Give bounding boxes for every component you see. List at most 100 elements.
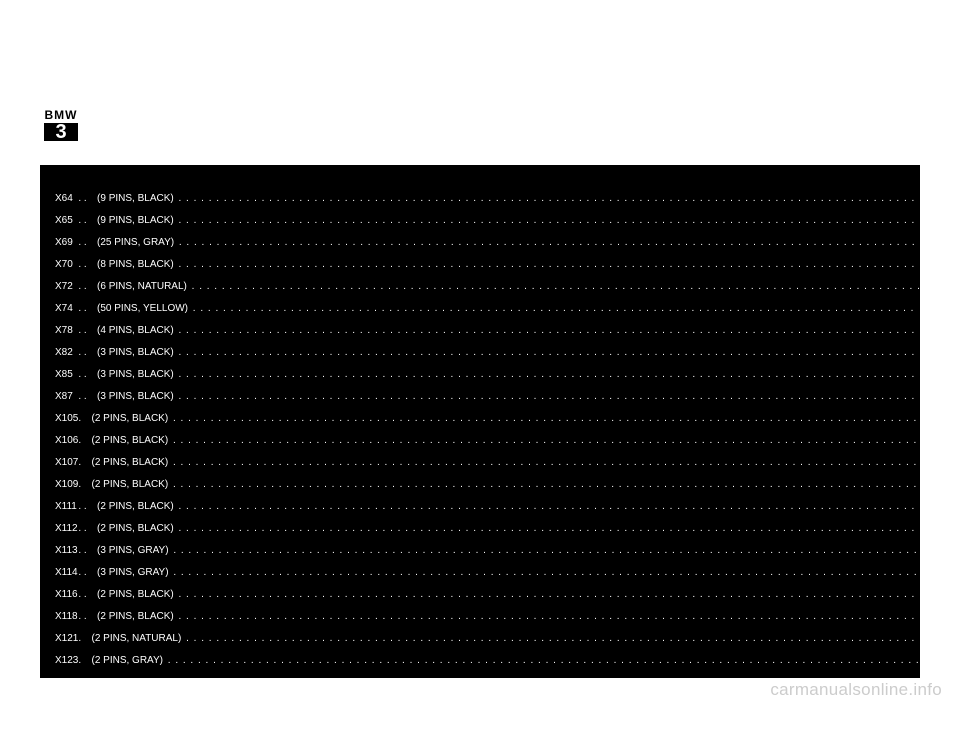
sep-dots: . . — [78, 369, 97, 380]
sep-dots: . . — [78, 281, 97, 292]
table-row: X82. . (3 PINS, BLACK) . . . . . . . . .… — [55, 336, 920, 358]
sep-dots: . — [78, 435, 91, 446]
cell-connector-id: X70 — [55, 248, 78, 270]
cell-connector-spec: . . (3 PINS, BLACK) . . . . . . . . . . … — [78, 358, 920, 380]
sep-dots: . . — [78, 589, 97, 600]
cell-connector-id: X65 — [55, 204, 78, 226]
cell-connector-id: X82 — [55, 336, 78, 358]
spec-text: (3 PINS, GRAY) — [97, 567, 173, 578]
table-row: X121. (2 PINS, NATURAL) . . . . . . . . … — [55, 622, 920, 644]
sep-dots: . . — [78, 237, 97, 248]
sep-dots: . . — [78, 501, 97, 512]
leader-dots: . . . . . . . . . . . . . . . . . . . . … — [179, 325, 921, 336]
spec-text: (3 PINS, BLACK) — [97, 347, 178, 358]
cell-connector-id: X112 — [55, 512, 78, 534]
spec-text: (2 PINS, BLACK) — [97, 611, 178, 622]
cell-connector-id: X85 — [55, 358, 78, 380]
connector-table-body: X64. . (9 PINS, BLACK) . . . . . . . . .… — [55, 182, 920, 666]
logo-text-top: BMW — [44, 108, 78, 122]
table-row: X105. (2 PINS, BLACK) . . . . . . . . . … — [55, 402, 920, 424]
cell-connector-id: X69 — [55, 226, 78, 248]
sep-dots: . . — [78, 545, 97, 556]
cell-connector-id: X74 — [55, 292, 78, 314]
cell-connector-spec: . (2 PINS, BLACK) . . . . . . . . . . . … — [78, 446, 920, 468]
sep-dots: . . — [78, 193, 97, 204]
connector-table: X64. . (9 PINS, BLACK) . . . . . . . . .… — [55, 182, 920, 666]
spec-text: (4 PINS, BLACK) — [97, 325, 178, 336]
spec-text: (9 PINS, BLACK) — [97, 215, 178, 226]
cell-connector-spec: . . (2 PINS, BLACK) . . . . . . . . . . … — [78, 490, 920, 512]
cell-connector-spec: . . (50 PINS, YELLOW) . . . . . . . . . … — [78, 292, 920, 314]
spec-text: (2 PINS, BLACK) — [91, 479, 172, 490]
table-row: X85. . (3 PINS, BLACK) . . . . . . . . .… — [55, 358, 920, 380]
cell-connector-id: X116 — [55, 578, 78, 600]
table-row: X65. . (9 PINS, BLACK) . . . . . . . . .… — [55, 204, 920, 226]
leader-dots: . . . . . . . . . . . . . . . . . . . . … — [179, 193, 921, 204]
cell-connector-spec: . . (2 PINS, BLACK) . . . . . . . . . . … — [78, 600, 920, 622]
table-row: X87. . (3 PINS, BLACK) . . . . . . . . .… — [55, 380, 920, 402]
page: BMW 3 X64. . (9 PINS, BLACK) . . . . . .… — [0, 0, 960, 742]
cell-connector-id: X118 — [55, 600, 78, 622]
cell-connector-spec: . (2 PINS, BLACK) . . . . . . . . . . . … — [78, 402, 920, 424]
leader-dots: . . . . . . . . . . . . . . . . . . . . … — [179, 347, 921, 358]
cell-connector-spec: . . (2 PINS, BLACK) . . . . . . . . . . … — [78, 512, 920, 534]
cell-connector-spec: . . (3 PINS, GRAY) . . . . . . . . . . .… — [78, 556, 920, 578]
table-row: X113. . (3 PINS, GRAY) . . . . . . . . .… — [55, 534, 920, 556]
cell-connector-id: X113 — [55, 534, 78, 556]
cell-connector-id: X78 — [55, 314, 78, 336]
leader-dots: . . . . . . . . . . . . . . . . . . . . … — [179, 589, 921, 600]
cell-connector-id: X105 — [55, 402, 78, 424]
sep-dots: . . — [78, 325, 97, 336]
table-row: X118. . (2 PINS, BLACK) . . . . . . . . … — [55, 600, 920, 622]
table-row: X78. . (4 PINS, BLACK) . . . . . . . . .… — [55, 314, 920, 336]
bmw-logo: BMW 3 — [44, 108, 78, 141]
sep-dots: . . — [78, 303, 97, 314]
sep-dots: . . — [78, 215, 97, 226]
cell-connector-id: X72 — [55, 270, 78, 292]
cell-connector-spec: . . (3 PINS, GRAY) . . . . . . . . . . .… — [78, 534, 920, 556]
leader-dots: . . . . . . . . . . . . . . . . . . . . … — [179, 215, 921, 226]
leader-dots: . . . . . . . . . . . . . . . . . . . . … — [173, 567, 920, 578]
leader-dots: . . . . . . . . . . . . . . . . . . . . … — [186, 633, 920, 644]
table-row: X109. (2 PINS, BLACK) . . . . . . . . . … — [55, 468, 920, 490]
cell-connector-spec: . (2 PINS, BLACK) . . . . . . . . . . . … — [78, 468, 920, 490]
leader-dots: . . . . . . . . . . . . . . . . . . . . … — [192, 281, 920, 292]
spec-text: (2 PINS, NATURAL) — [91, 633, 186, 644]
table-row: X106. (2 PINS, BLACK) . . . . . . . . . … — [55, 424, 920, 446]
spec-text: (3 PINS, GRAY) — [97, 545, 173, 556]
spec-text: (50 PINS, YELLOW) — [97, 303, 193, 314]
content-box: X64. . (9 PINS, BLACK) . . . . . . . . .… — [40, 165, 920, 678]
cell-connector-id: X64 — [55, 182, 78, 204]
sep-dots: . . — [78, 523, 97, 534]
table-row: X116. . (2 PINS, BLACK) . . . . . . . . … — [55, 578, 920, 600]
cell-connector-spec: . . (3 PINS, BLACK) . . . . . . . . . . … — [78, 380, 920, 402]
sep-dots: . — [78, 633, 91, 644]
logo-text-bottom: 3 — [44, 123, 78, 141]
spec-text: (2 PINS, BLACK) — [97, 589, 178, 600]
cell-connector-id: X114 — [55, 556, 78, 578]
table-row: X72. . (6 PINS, NATURAL) . . . . . . . .… — [55, 270, 920, 292]
leader-dots: . . . . . . . . . . . . . . . . . . . . … — [179, 237, 920, 248]
spec-text: (3 PINS, BLACK) — [97, 369, 178, 380]
cell-connector-spec: . . (3 PINS, BLACK) . . . . . . . . . . … — [78, 336, 920, 358]
sep-dots: . . — [78, 567, 97, 578]
table-row: X114. . (3 PINS, GRAY) . . . . . . . . .… — [55, 556, 920, 578]
cell-connector-spec: . . (9 PINS, BLACK) . . . . . . . . . . … — [78, 204, 920, 226]
sep-dots: . — [78, 457, 91, 468]
leader-dots: . . . . . . . . . . . . . . . . . . . . … — [173, 545, 920, 556]
cell-connector-id: X109 — [55, 468, 78, 490]
leader-dots: . . . . . . . . . . . . . . . . . . . . … — [173, 413, 920, 424]
leader-dots: . . . . . . . . . . . . . . . . . . . . … — [179, 369, 921, 380]
sep-dots: . . — [78, 391, 97, 402]
spec-text: (2 PINS, BLACK) — [97, 501, 178, 512]
sep-dots: . — [78, 655, 91, 666]
table-row: X70. . (8 PINS, BLACK) . . . . . . . . .… — [55, 248, 920, 270]
leader-dots: . . . . . . . . . . . . . . . . . . . . … — [168, 655, 920, 666]
leader-dots: . . . . . . . . . . . . . . . . . . . . … — [179, 611, 921, 622]
sep-dots: . . — [78, 347, 97, 358]
cell-connector-id: X123 — [55, 644, 78, 666]
cell-connector-spec: . . (25 PINS, GRAY) . . . . . . . . . . … — [78, 226, 920, 248]
leader-dots: . . . . . . . . . . . . . . . . . . . . … — [173, 435, 920, 446]
cell-connector-id: X121 — [55, 622, 78, 644]
leader-dots: . . . . . . . . . . . . . . . . . . . . … — [193, 303, 920, 314]
